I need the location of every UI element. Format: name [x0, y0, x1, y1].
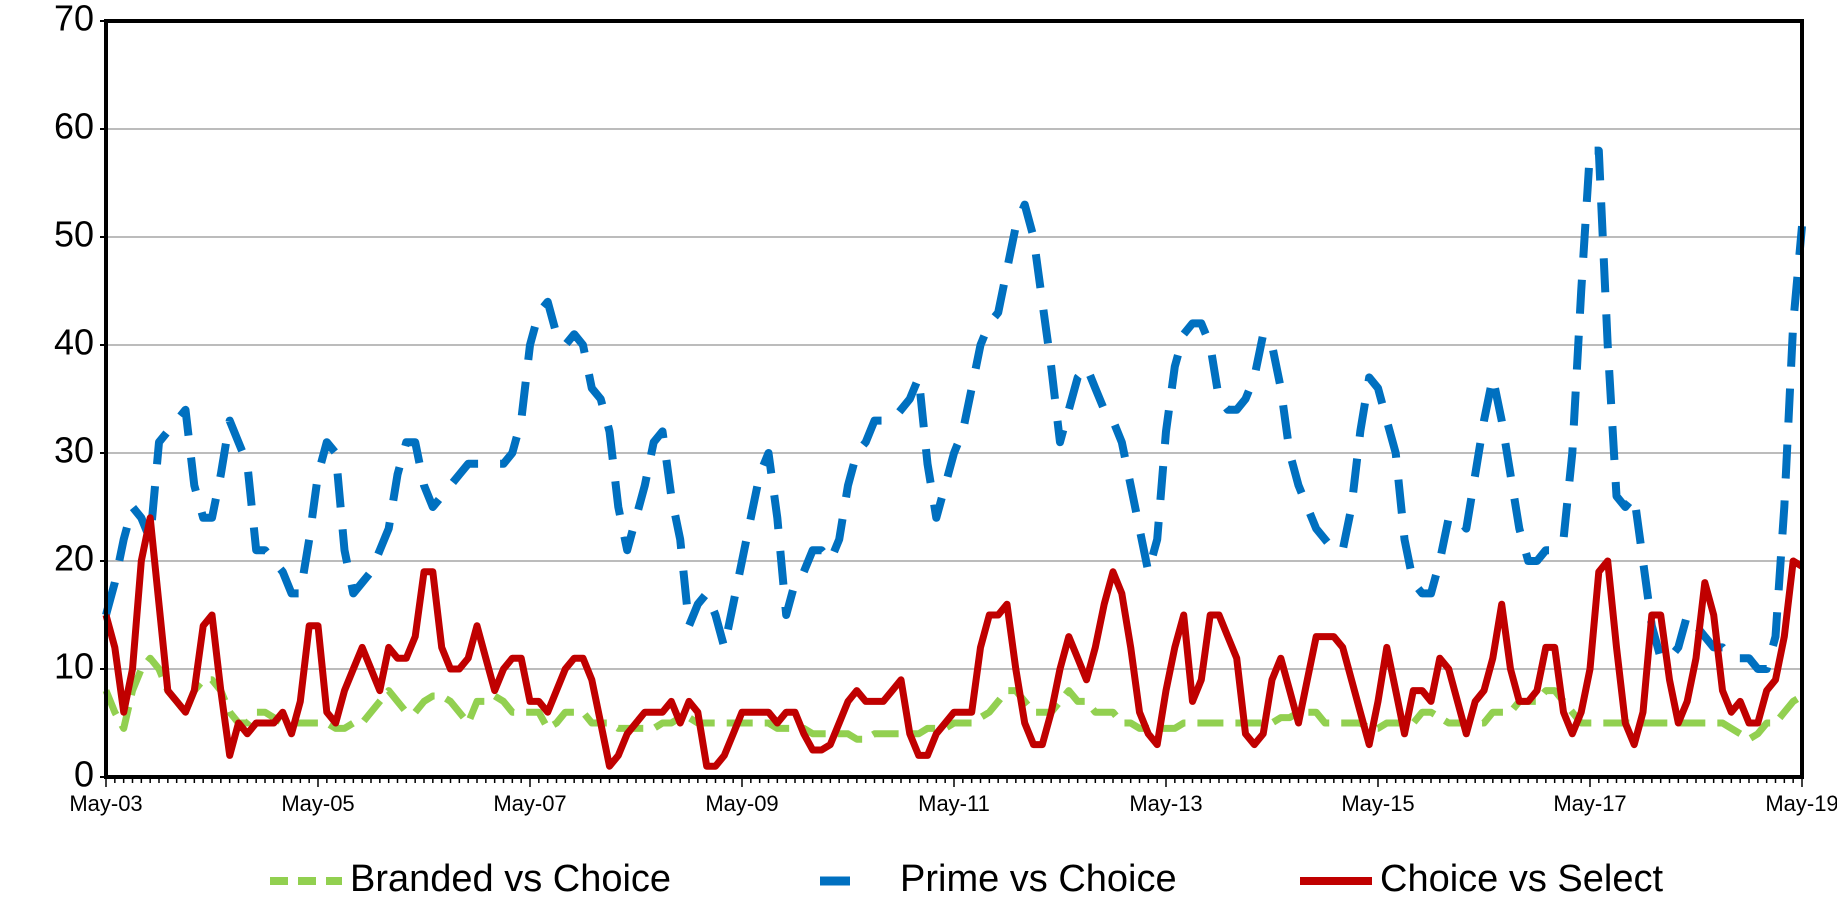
- y-tick-label: 70: [54, 0, 94, 39]
- y-tick-label: 10: [54, 646, 94, 687]
- series-line: [102, 514, 1804, 770]
- y-tick-label: 0: [74, 754, 94, 795]
- x-tick-label: May-15: [1341, 791, 1414, 816]
- x-tick-label: May-05: [281, 791, 354, 816]
- x-tick-label: May-09: [705, 791, 778, 816]
- x-tick-label: May-11: [918, 791, 990, 816]
- legend-label: Prime vs Choice: [900, 858, 1177, 900]
- y-tick-label: 20: [54, 538, 94, 579]
- x-tick-label: May-19: [1765, 791, 1837, 816]
- y-tick-label: 50: [54, 214, 94, 255]
- x-tick-label: May-07: [493, 791, 566, 816]
- x-tick-label: May-03: [69, 791, 142, 816]
- y-tick-label: 30: [54, 430, 94, 471]
- x-tick-label: May-17: [1553, 791, 1626, 816]
- series-line: [102, 654, 1804, 743]
- y-tick-label: 60: [54, 106, 94, 147]
- plot-frame: [104, 19, 1804, 779]
- y-tick-label: 40: [54, 322, 94, 363]
- x-tick-label: May-13: [1129, 791, 1202, 816]
- legend-label: Choice vs Select: [1380, 858, 1663, 900]
- series-line: [102, 146, 1806, 673]
- legend-label: Branded vs Choice: [350, 858, 671, 900]
